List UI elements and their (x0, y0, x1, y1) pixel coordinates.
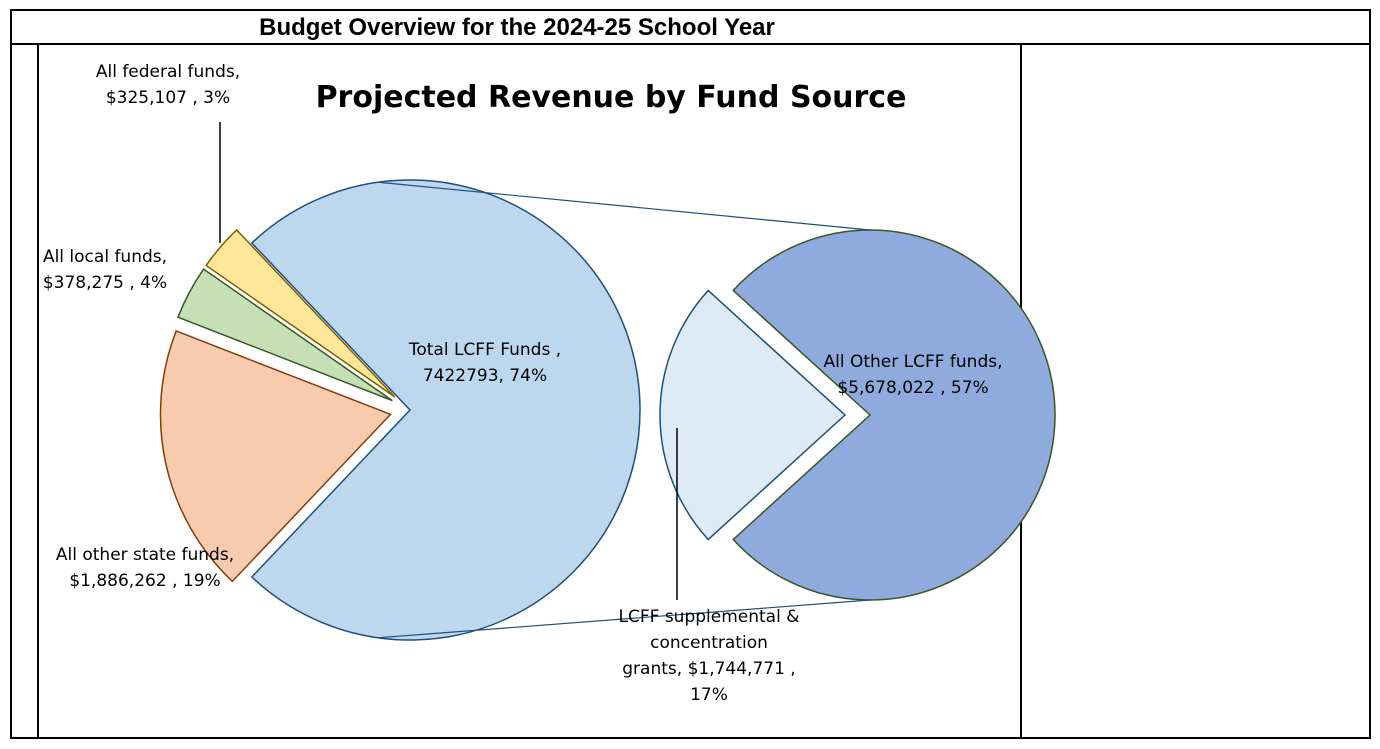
data-label-lcff_other: All Other LCFF funds, $5,678,022 , 57% (823, 352, 1002, 398)
slice-lcff_other (732, 229, 1056, 601)
title-divider (12, 43, 1369, 45)
data-label-line: $5,678,022 , 57% (837, 378, 988, 398)
slice-federal (205, 228, 396, 398)
data-label-line: concentration (650, 633, 768, 653)
connector-bottom (377, 599, 871, 639)
data-label-lcff: Total LCFF Funds , 7422793, 74% (408, 340, 561, 386)
chart-title: Projected Revenue by Fund Source (316, 80, 907, 115)
slice-supplemental (659, 289, 847, 541)
data-label-line: $378,275 , 4% (43, 273, 167, 293)
data-label-line: $325,107 , 3% (106, 88, 230, 108)
slice-other_state (159, 329, 392, 583)
pie-connectors (377, 181, 871, 639)
data-label-line: All federal funds, (96, 62, 240, 82)
slice-local (177, 268, 393, 402)
data-label-line: 17% (690, 685, 728, 705)
page-title: Budget Overview for the 2024-25 School Y… (259, 14, 775, 41)
data-label-line: grants, $1,744,771 , (622, 659, 795, 679)
data-label-federal: All federal funds, $325,107 , 3% (96, 62, 240, 108)
data-label-line: All other state funds, (56, 545, 234, 565)
data-label-line: All local funds, (43, 247, 167, 267)
data-label-line: Total LCFF Funds , (408, 340, 561, 360)
main-pie (159, 179, 641, 641)
data-label-other_state: All other state funds, $1,886,262 , 19% (56, 545, 234, 591)
data-label-supplemental: LCFF supplemental & concentration grants, … (619, 607, 800, 705)
secondary-pie (659, 229, 1056, 601)
slice-lcff (250, 179, 641, 641)
data-label-line: 7422793, 74% (423, 366, 547, 386)
slice-labels: Total LCFF Funds , 7422793, 74% All other … (43, 62, 1003, 705)
data-label-line: All Other LCFF funds, (823, 352, 1002, 372)
connector-top (377, 181, 871, 231)
data-label-line: $1,886,262 , 19% (69, 571, 220, 591)
data-label-line: LCFF supplemental & (619, 607, 800, 627)
data-label-local: All local funds, $378,275 , 4% (43, 247, 167, 293)
